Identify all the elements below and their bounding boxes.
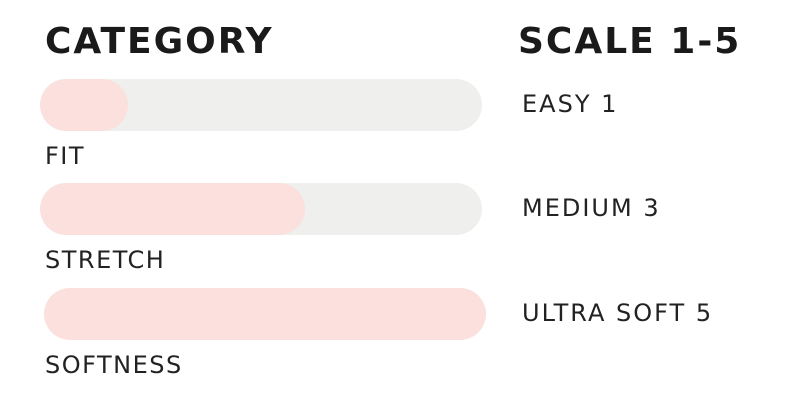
- softness-bar-track: [44, 288, 486, 340]
- fit-scale-label: EASY 1: [522, 90, 619, 118]
- stretch-bar-fill: [40, 183, 306, 235]
- softness-bar-fill: [44, 288, 486, 340]
- fit-bar-fill: [40, 79, 129, 131]
- stretch-label: STRETCH: [45, 246, 166, 274]
- category-header: CATEGORY: [45, 21, 274, 62]
- softness-scale-label: ULTRA SOFT 5: [522, 299, 714, 327]
- stretch-scale-label: MEDIUM 3: [522, 194, 661, 222]
- stretch-bar-track: [40, 183, 482, 235]
- fit-bar-track: [40, 79, 482, 131]
- fit-label: FIT: [45, 142, 86, 170]
- scale-header: SCALE 1-5: [518, 21, 742, 62]
- softness-label: SOFTNESS: [45, 351, 183, 379]
